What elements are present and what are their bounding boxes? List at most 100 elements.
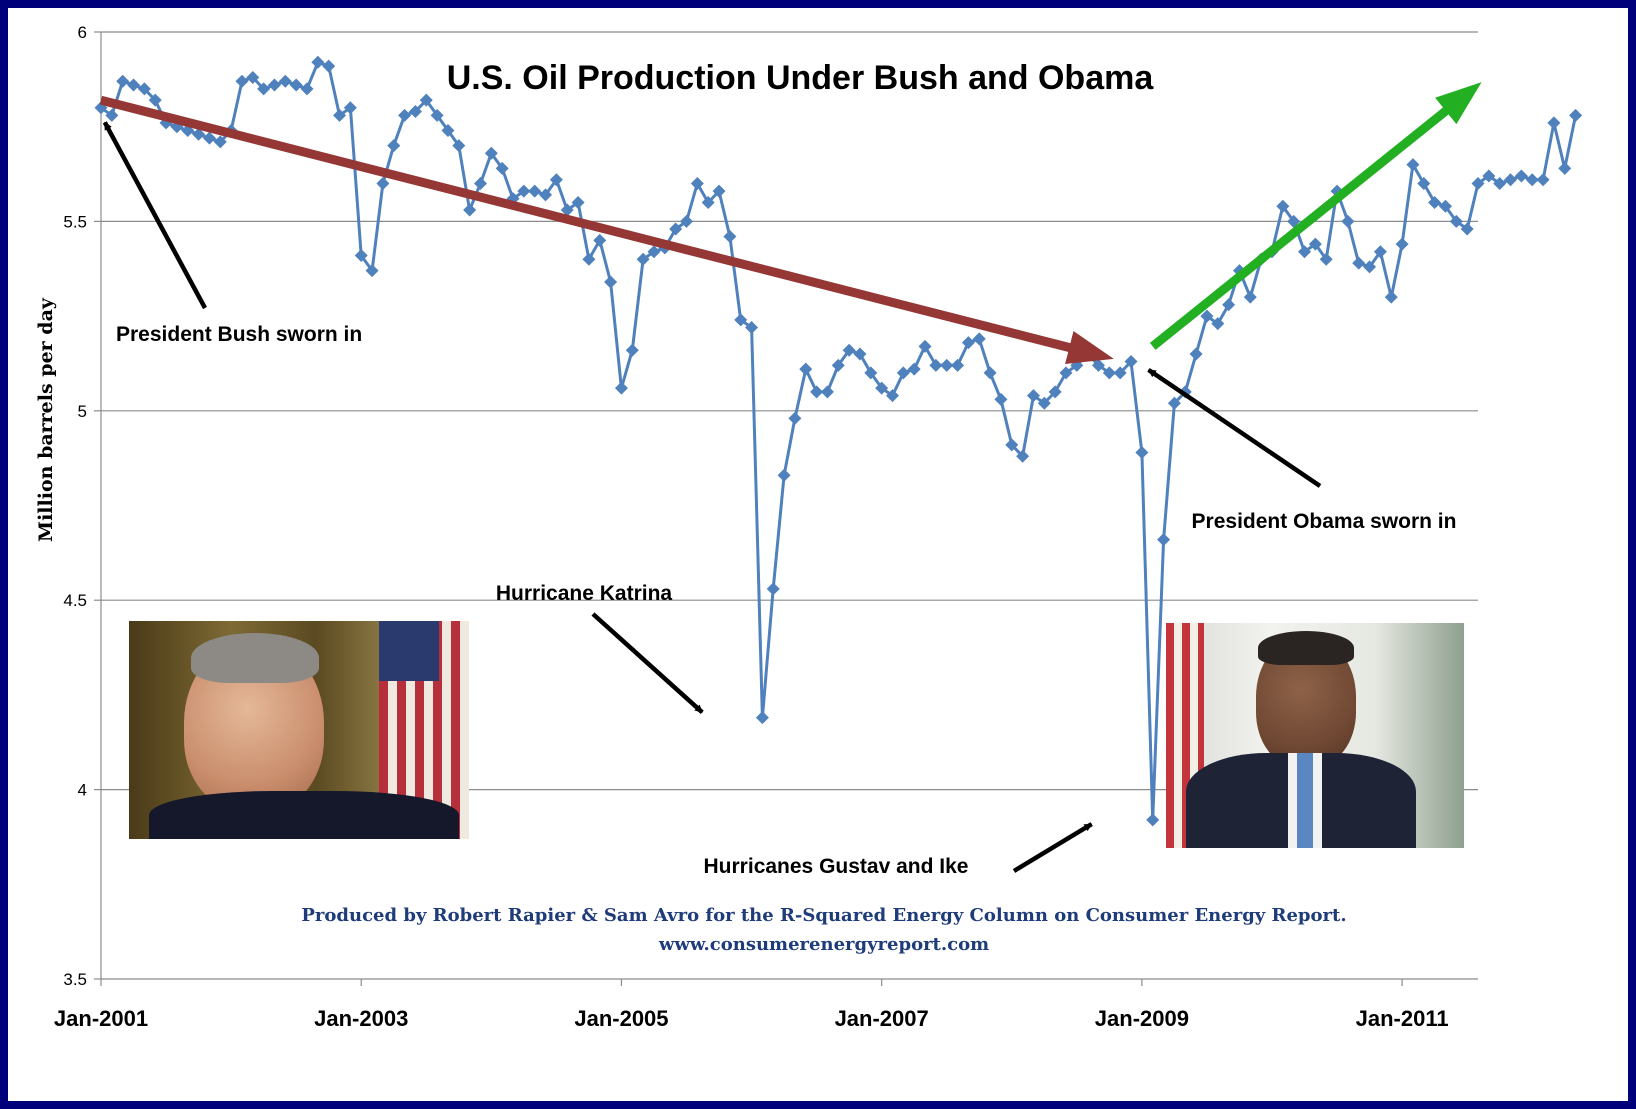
data-point xyxy=(571,195,585,209)
data-point xyxy=(127,78,141,92)
y-tick-label: 5.5 xyxy=(63,212,87,231)
data-point xyxy=(517,184,531,198)
data-point xyxy=(831,358,845,372)
data-point xyxy=(376,177,390,191)
data-point xyxy=(886,389,900,403)
bush-photo xyxy=(129,621,469,839)
data-point xyxy=(723,230,737,244)
data-point xyxy=(1308,237,1322,251)
data-point xyxy=(1135,445,1149,459)
data-point xyxy=(1211,317,1225,331)
y-axis-label: Million barrels per day xyxy=(35,297,57,542)
data-point xyxy=(734,313,748,327)
data-point xyxy=(1102,366,1116,380)
trend-arrows xyxy=(99,82,1482,364)
data-point xyxy=(1146,813,1160,827)
data-point xyxy=(1026,389,1040,403)
data-point xyxy=(842,343,856,357)
data-point xyxy=(311,55,325,69)
annotations: President Bush sworn in Hurricane Katrina… xyxy=(102,121,1457,878)
data-point xyxy=(1438,199,1452,213)
data-point xyxy=(213,135,227,149)
data-point xyxy=(1189,347,1203,361)
data-point xyxy=(983,366,997,380)
data-point xyxy=(1428,195,1442,209)
data-point xyxy=(820,385,834,399)
data-point xyxy=(1167,396,1181,410)
data-point xyxy=(1276,199,1290,213)
data-point xyxy=(398,108,412,122)
data-point xyxy=(788,411,802,425)
data-point xyxy=(495,161,509,175)
chart-title: U.S. Oil Production Under Bush and Obama xyxy=(447,59,1155,97)
data-point xyxy=(1319,252,1333,266)
data-point xyxy=(473,177,487,191)
data-point xyxy=(690,177,704,191)
data-point xyxy=(1395,237,1409,251)
data-point xyxy=(1558,161,1572,175)
data-point xyxy=(1222,298,1236,312)
data-point xyxy=(441,123,455,137)
data-point xyxy=(148,93,162,107)
data-point xyxy=(1406,158,1420,172)
trend-arrow-head xyxy=(1435,82,1482,125)
data-point xyxy=(972,332,986,346)
data-point xyxy=(354,248,368,262)
data-series xyxy=(94,55,1583,827)
obama-photo xyxy=(1166,623,1464,848)
oil-production-chart: 3.5 4 4.5 5 5.5 6 Jan-2001 Jan-2003 Jan-2005 Jan-… xyxy=(35,23,1583,1031)
annotation-arrow xyxy=(1012,822,1093,873)
data-point xyxy=(289,78,303,92)
hair-shape xyxy=(191,633,319,683)
data-point xyxy=(940,358,954,372)
data-point xyxy=(1569,108,1583,122)
data-point xyxy=(1287,214,1301,228)
chart-frame: 3.5 4 4.5 5 5.5 6 Jan-2001 Jan-2003 Jan-2005 Jan-… xyxy=(8,8,1628,1101)
credit-line-1: Produced by Robert Rapier & Sam Avro for… xyxy=(301,905,1346,926)
y-tick-label: 4 xyxy=(78,781,87,800)
y-tick-label: 3.5 xyxy=(63,970,87,989)
data-point xyxy=(614,381,628,395)
data-point xyxy=(961,336,975,350)
x-tick-label: Jan-2007 xyxy=(835,1006,929,1031)
data-point xyxy=(853,347,867,361)
data-point xyxy=(1157,533,1171,547)
credit-line-2: www.consumerenergyreport.com xyxy=(658,934,989,955)
data-point xyxy=(669,222,683,236)
data-point xyxy=(202,131,216,145)
data-point xyxy=(1037,396,1051,410)
data-point xyxy=(560,203,574,217)
data-point xyxy=(137,82,151,96)
data-point xyxy=(1005,438,1019,452)
trend-arrow-line xyxy=(1149,106,1450,350)
y-tick-label: 5 xyxy=(78,402,87,421)
annotation-label: President Obama sworn in xyxy=(1192,510,1457,533)
hair-shape xyxy=(1258,631,1354,665)
data-point xyxy=(1016,449,1030,463)
data-point xyxy=(463,203,477,217)
data-point xyxy=(387,139,401,153)
trend-arrow-head xyxy=(1065,331,1114,364)
data-point xyxy=(1363,260,1377,274)
x-tick-label: Jan-2009 xyxy=(1095,1006,1189,1031)
axes: 3.5 4 4.5 5 5.5 6 Jan-2001 Jan-2003 Jan-2005 Jan-… xyxy=(54,23,1449,1031)
data-point xyxy=(235,74,249,88)
data-point xyxy=(929,358,943,372)
data-point xyxy=(333,108,347,122)
data-point xyxy=(452,139,466,153)
data-point xyxy=(1059,366,1073,380)
data-point xyxy=(1547,116,1561,130)
data-point xyxy=(1514,169,1528,183)
annotation-arrow xyxy=(102,121,207,310)
data-point xyxy=(1460,222,1474,236)
annotation-label: Hurricanes Gustav and Ike xyxy=(704,855,969,878)
shirt-tie xyxy=(1288,753,1322,848)
data-point xyxy=(636,252,650,266)
data-point xyxy=(484,146,498,160)
data-point xyxy=(647,245,661,259)
data-point xyxy=(593,233,607,247)
data-point xyxy=(994,392,1008,406)
data-point xyxy=(1124,355,1138,369)
data-point xyxy=(799,362,813,376)
data-point xyxy=(810,385,824,399)
